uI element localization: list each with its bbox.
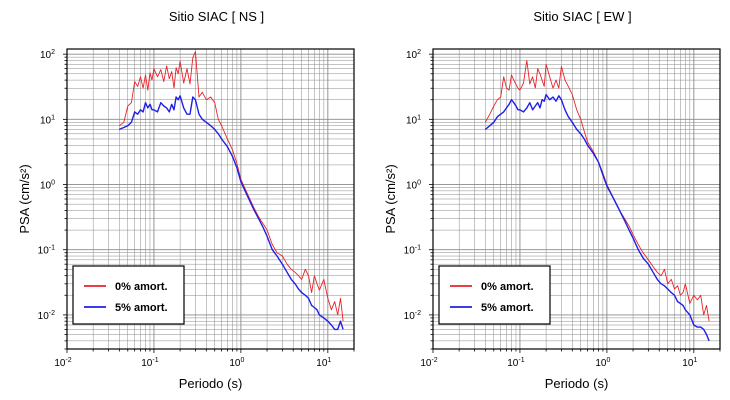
x-tick-label: 101	[682, 357, 697, 369]
legend-label-2: 5% amort.	[481, 302, 534, 314]
y-tick-label: 10-1	[38, 245, 55, 257]
legend-box	[72, 265, 185, 325]
y-axis-label: PSA (cm/s²)	[383, 164, 398, 233]
legend: 0% amort. 5% amort.	[72, 265, 185, 325]
series-line-2	[484, 93, 710, 342]
grid	[433, 49, 720, 349]
x-axis-label: Periodo (s)	[179, 376, 243, 391]
legend-label-2: 5% amort.	[115, 302, 168, 314]
chart-panel-2: 10-2 10-1 100 101 10-2 10-1 100 101 102 Sitio SIA…	[383, 9, 721, 391]
x-axis-label: Periodo (s)	[545, 376, 609, 391]
series-line-2	[119, 95, 344, 331]
y-tick-label: 102	[40, 49, 55, 61]
ticks	[63, 53, 355, 353]
legend: 0% amort. 5% amort.	[438, 265, 551, 325]
x-tick-label: 10-1	[507, 357, 524, 369]
legend-label-1: 0% amort.	[115, 281, 168, 293]
x-tick-label: 100	[229, 357, 244, 369]
series-line-1	[484, 60, 710, 322]
y-tick-label: 101	[406, 114, 421, 126]
chart-title: Sitio SIAC [ EW ]	[533, 9, 631, 24]
y-tick-label: 101	[40, 114, 55, 126]
x-tick-label: 101	[316, 357, 331, 369]
x-tick-label: 10-1	[141, 357, 158, 369]
y-tick-label: 10-2	[38, 310, 55, 322]
y-tick-label: 10-1	[404, 245, 421, 257]
chart-panel-1: 10-2 10-1 100 101 10-2 10-1 100 101 102 Sitio SIA…	[17, 9, 355, 391]
legend-box	[438, 265, 551, 325]
x-tick-label: 10-2	[54, 357, 71, 369]
y-tick-label: 100	[406, 180, 421, 192]
ticks	[429, 53, 721, 353]
y-tick-label: 100	[40, 180, 55, 192]
y-tick-label: 102	[406, 49, 421, 61]
y-axis-label: PSA (cm/s²)	[17, 164, 32, 233]
chart-title: Sitio SIAC [ NS ]	[169, 9, 264, 24]
x-tick-label: 10-2	[420, 357, 437, 369]
legend-label-1: 0% amort.	[481, 281, 534, 293]
y-tick-label: 10-2	[404, 310, 421, 322]
series-line-1	[119, 51, 344, 322]
x-tick-label: 100	[595, 357, 610, 369]
